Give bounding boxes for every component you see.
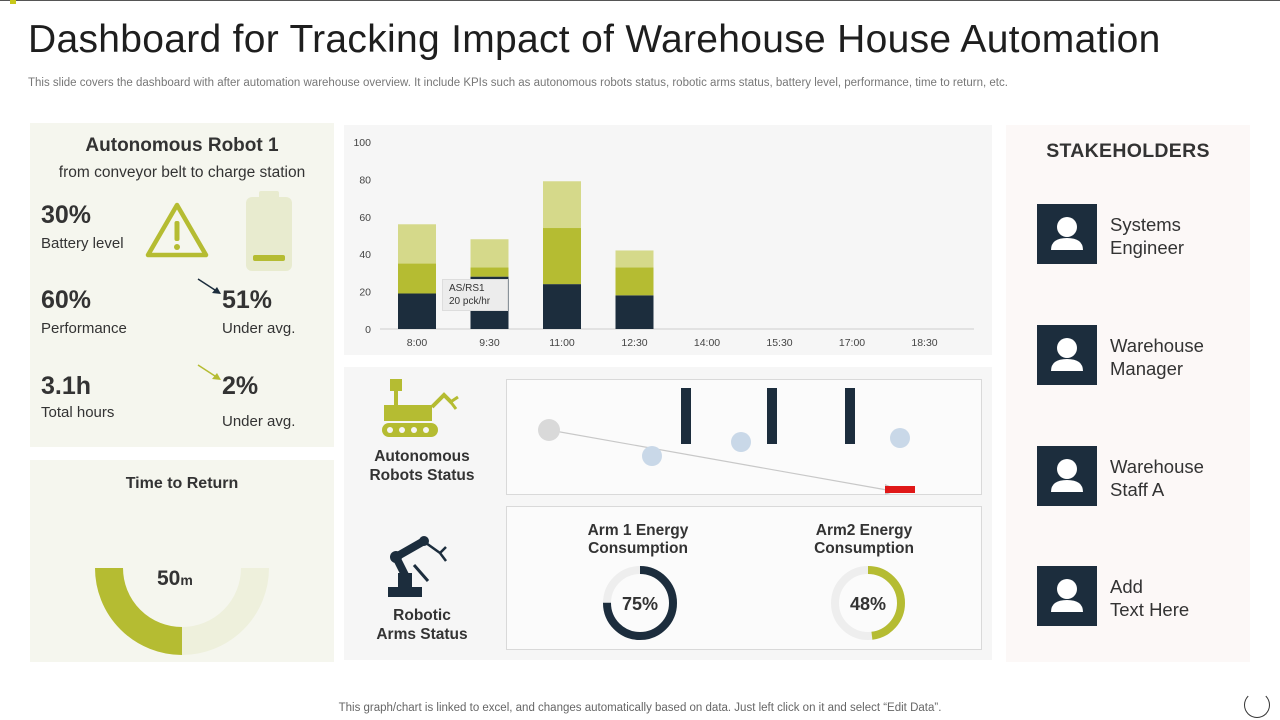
stakeholders-title: STAKEHOLDERS	[1046, 140, 1210, 162]
x-tick-label: 17:00	[839, 337, 865, 349]
status-panel: Autonomous Robots Status Robotic Arms St…	[344, 367, 992, 660]
timeline-start-dot	[538, 419, 560, 441]
user-icon	[1051, 338, 1083, 371]
under-avg-label-2: Under avg.	[222, 413, 296, 430]
under-avg-label-1: Under avg.	[222, 320, 296, 337]
timeline-dot	[890, 428, 910, 448]
page-title: Dashboard for Tracking Impact of Warehou…	[28, 18, 1161, 61]
tooltip-line-1: AS/RS1	[449, 283, 485, 294]
arm1-value: 75%	[621, 594, 659, 614]
stakeholder-name: Warehouse Staff A	[1110, 456, 1204, 500]
tooltip-line-2: 20 pck/hr	[449, 296, 491, 307]
bar-segment	[470, 267, 509, 277]
footer-note: This graph/chart is linked to excel, and…	[338, 702, 942, 714]
time-gauge	[95, 567, 269, 655]
arm1-title: Arm 1 Energy Consumption	[587, 522, 689, 557]
timeline-bar	[681, 388, 691, 444]
avatar	[1037, 325, 1097, 385]
x-tick-label: 14:00	[694, 337, 720, 349]
arms-energy-box: Arm 1 Energy Consumption 75% Arm2 Energy…	[506, 506, 982, 650]
time-gauge-arc	[95, 567, 183, 655]
bar-segment	[615, 295, 654, 329]
performance-label: Performance	[41, 320, 127, 337]
timeline-line	[548, 429, 888, 491]
y-tick-label: 100	[353, 137, 371, 149]
arm2-donut-arc	[831, 566, 905, 640]
x-tick-label: 15:30	[766, 337, 792, 349]
battery-value: 30%	[41, 201, 92, 229]
chart-tooltip: AS/RS1 20 pck/hr	[442, 279, 508, 311]
robot-title: Autonomous Robot 1	[85, 135, 279, 156]
avatar	[1037, 204, 1097, 264]
arm2-title: Arm2 Energy Consumption	[814, 522, 914, 557]
warning-icon	[145, 202, 209, 258]
x-tick-label: 12:30	[621, 337, 647, 349]
battery-icon	[246, 191, 292, 271]
robot-vehicle-icon	[382, 379, 459, 437]
stakeholders-panel: STAKEHOLDERS Systems Engineer Warehouse …	[1006, 125, 1250, 662]
arms-status-label: Robotic Arms Status	[376, 607, 468, 643]
down-arrow-icon-2	[197, 364, 221, 380]
avatar	[1037, 446, 1097, 506]
user-icon	[1051, 459, 1083, 492]
time-to-return-panel: Time to Return 50m	[30, 460, 334, 662]
time-title: Time to Return	[125, 475, 239, 492]
avatar	[1037, 566, 1097, 626]
robotic-arm-icon	[388, 536, 447, 597]
top-rule	[0, 0, 1280, 3]
down-arrow-icon	[197, 278, 221, 294]
chart-panel: 0 20 40 60 80 100 8:00 9:30 11:00 12:30 14:00 15:30…	[344, 125, 992, 355]
timeline-bar	[845, 388, 855, 444]
bar-segment	[398, 224, 436, 264]
bar-segment	[543, 228, 581, 285]
bar-segment	[543, 181, 581, 229]
bar-segment	[398, 263, 436, 294]
bar-segment	[398, 293, 436, 329]
x-tick-label: 8:00	[407, 337, 428, 349]
time-value: 50m	[157, 567, 193, 590]
top-accent	[10, 0, 16, 4]
performance-value: 60%	[41, 286, 92, 314]
battery-fill	[253, 255, 285, 261]
hours-label: Total hours	[41, 404, 115, 421]
arm2-value: 48%	[849, 594, 887, 614]
y-tick-label: 20	[359, 287, 371, 299]
robots-timeline-box	[506, 379, 982, 495]
arm1-donut	[603, 566, 677, 640]
robot-subtitle: from conveyor belt to charge station	[58, 164, 306, 181]
refresh-icon[interactable]	[1244, 692, 1270, 718]
arm1-donut-arc	[603, 566, 677, 640]
user-icon	[1051, 217, 1083, 250]
bar-segment	[543, 284, 581, 329]
robot-kpi-panel: Autonomous Robot 1 from conveyor belt to…	[30, 123, 334, 447]
page-subtitle: This slide covers the dashboard with aft…	[28, 77, 1008, 89]
y-tick-label: 40	[359, 249, 371, 261]
timeline-bar	[767, 388, 777, 444]
stakeholder-name[interactable]: Add Text Here	[1110, 576, 1190, 620]
x-tick-label: 9:30	[479, 337, 500, 349]
hours-value: 3.1h	[41, 372, 92, 400]
x-tick-label: 18:30	[911, 337, 937, 349]
under-avg-value-1: 51%	[222, 286, 273, 314]
bar-segment	[615, 250, 654, 268]
arm2-donut	[831, 566, 905, 640]
bar-segment	[615, 267, 654, 296]
y-tick-label: 0	[365, 324, 371, 336]
timeline-end-marker	[885, 486, 915, 493]
stakeholder-name: Warehouse Manager	[1110, 335, 1204, 379]
x-tick-label: 11:00	[549, 337, 575, 349]
under-avg-value-2: 2%	[222, 372, 259, 400]
robots-timeline	[538, 388, 915, 495]
user-icon	[1051, 579, 1083, 612]
battery-label: Battery level	[41, 235, 124, 252]
robots-status-label: Autonomous Robots Status	[369, 448, 475, 484]
y-tick-label: 60	[359, 212, 371, 224]
timeline-dot	[731, 432, 751, 452]
bar-segment	[470, 239, 509, 268]
stakeholder-name: Systems Engineer	[1110, 214, 1185, 258]
y-tick-label: 80	[359, 174, 371, 186]
timeline-dot	[642, 446, 662, 466]
stacked-bar-chart: 0 20 40 60 80 100 8:00 9:30 11:00 12:30 14:00 15:30…	[353, 137, 974, 349]
